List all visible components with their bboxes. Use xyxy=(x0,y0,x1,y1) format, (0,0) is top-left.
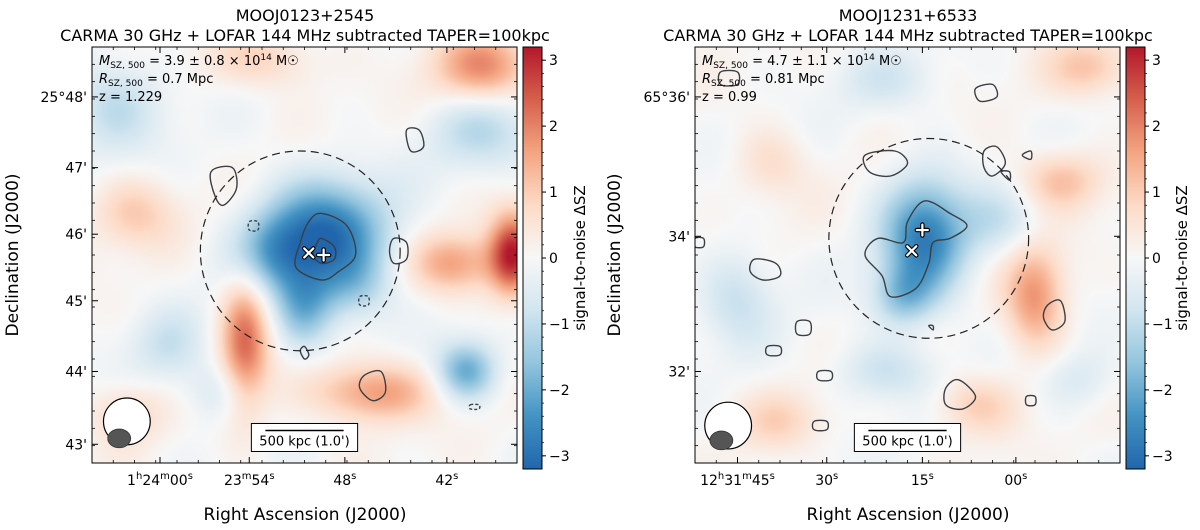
chart-subtitle: CARMA 30 GHz + LOFAR 144 MHz subtracted … xyxy=(663,26,1153,45)
contour-line xyxy=(312,237,337,265)
x-tick-label: 15s xyxy=(911,471,934,489)
plus-marker xyxy=(315,247,332,263)
redshift-annotation: z = 1.229 xyxy=(99,90,162,105)
x-tick-label: 42s xyxy=(435,471,458,489)
colorbar-tick-label: 3 xyxy=(549,53,558,69)
x-marker xyxy=(905,244,919,258)
colorbar-tick-label: 2 xyxy=(549,119,558,135)
colorbar-tick-label: 3 xyxy=(1152,53,1161,69)
y-tick-label: 45' xyxy=(65,294,87,310)
contour-line xyxy=(1021,150,1033,161)
x-axis-label: Right Ascension (J2000) xyxy=(807,505,1010,525)
contour-line xyxy=(717,69,741,87)
x-tick-label: 30s xyxy=(815,471,838,489)
beam-core xyxy=(709,430,734,451)
colorbar-tick-label: −1 xyxy=(1152,317,1173,333)
colorbar-tick-label: −2 xyxy=(1152,383,1173,399)
colorbar-gradient xyxy=(522,46,543,470)
colorbar-tick-label: 1 xyxy=(549,185,558,201)
colorbar: 3 2 1 0 −1 −2 −3 signal-to-noise ΔSZ xyxy=(522,46,589,470)
contour-line xyxy=(1042,299,1066,331)
x-marker xyxy=(302,246,316,260)
contour-line xyxy=(749,258,782,281)
scale-bar-label: 500 kpc (1.0') xyxy=(862,434,952,449)
colorbar-tick-label: 0 xyxy=(1152,251,1161,267)
y-tick-label: 32' xyxy=(668,364,690,380)
contour-line xyxy=(811,419,830,432)
chart-title: MOOJ0123+2545 xyxy=(236,6,375,25)
overlays xyxy=(695,69,1066,432)
y-axis-label: Declination (J2000) xyxy=(3,173,23,336)
contour-line xyxy=(405,127,425,153)
contour-line xyxy=(864,200,968,298)
colorbar: 3 2 1 0 −1 −2 −3 signal-to-noise ΔSZ xyxy=(1125,46,1191,470)
colorbar-tick-label: 0 xyxy=(549,251,558,267)
x-tick-label: 1h​24m​00s xyxy=(127,471,193,489)
colorbar-tick-label: 1 xyxy=(1152,185,1161,201)
contour-line xyxy=(294,212,357,281)
colorbar-tick-label: −3 xyxy=(549,449,570,465)
contour-line xyxy=(928,324,935,331)
r500-circle xyxy=(199,150,401,352)
beam-core xyxy=(107,428,132,449)
x-axis-label: Right Ascension (J2000) xyxy=(204,505,407,525)
colorbar-gradient xyxy=(1125,46,1146,470)
y-tick-label: 25°48' xyxy=(41,90,87,106)
contour-line-dashed xyxy=(468,403,481,411)
contour-line xyxy=(862,149,909,178)
chart-subtitle: CARMA 30 GHz + LOFAR 144 MHz subtracted … xyxy=(60,26,550,45)
contour-line xyxy=(388,237,409,265)
colorbar-tick-label: 2 xyxy=(1152,119,1161,135)
radius-annotation: RSZ, 500 = 0.7 Mpc xyxy=(99,72,213,89)
y-tick-label: 43' xyxy=(65,437,87,453)
colorbar-tick-label: −3 xyxy=(1152,449,1173,465)
colorbar-label: signal-to-noise ΔSZ xyxy=(571,185,589,330)
contour-line-dashed xyxy=(247,219,260,232)
radius-annotation: RSZ, 500 = 0.81 Mpc xyxy=(702,72,825,89)
contour-line xyxy=(974,83,999,103)
contour-line-dashed xyxy=(357,294,371,307)
plus-marker xyxy=(914,222,931,238)
contour-line xyxy=(981,145,1007,177)
x-tick-label: 12h​31m​45s xyxy=(700,471,775,489)
colorbar-tick-label: −2 xyxy=(549,383,570,399)
mass-annotation: MSZ, 500 = 3.9 ± 0.8 × 1014 M☉ xyxy=(99,53,299,71)
scale-bar-box xyxy=(250,422,359,452)
colorbar-tick-label: −1 xyxy=(549,317,570,333)
contour-line xyxy=(1024,394,1037,407)
chart-title: MOOJ1231+6533 xyxy=(839,6,978,25)
contour-line xyxy=(764,344,783,357)
contour-line xyxy=(815,369,834,382)
r500-circle xyxy=(828,137,1030,339)
y-tick-label: 46' xyxy=(65,227,87,243)
scale-bar-box xyxy=(853,422,962,452)
y-axis-label: Declination (J2000) xyxy=(605,173,625,336)
redshift-annotation: z = 0.99 xyxy=(702,90,757,105)
x-tick-label: 00s xyxy=(1004,471,1027,489)
y-tick-label: 34' xyxy=(668,229,690,245)
contour-line xyxy=(358,369,387,402)
x-tick-label: 23m​54s xyxy=(224,471,275,489)
overlays xyxy=(199,127,481,411)
y-tick-label: 47' xyxy=(65,161,87,177)
contour-line xyxy=(943,378,977,411)
contour-line xyxy=(695,236,706,249)
y-tick-label: 44' xyxy=(65,364,87,380)
contour-line xyxy=(1000,170,1012,181)
contour-line xyxy=(299,345,310,360)
y-tick-label: 65°36' xyxy=(644,90,690,106)
mass-annotation: MSZ, 500 = 4.7 ± 1.1 × 1014 M☉ xyxy=(702,53,902,71)
scale-bar-label: 500 kpc (1.0') xyxy=(259,434,349,449)
contour-line xyxy=(209,165,238,207)
x-tick-label: 48s xyxy=(333,471,356,489)
contour-line xyxy=(794,319,813,337)
colorbar-label: signal-to-noise ΔSZ xyxy=(1173,185,1191,330)
